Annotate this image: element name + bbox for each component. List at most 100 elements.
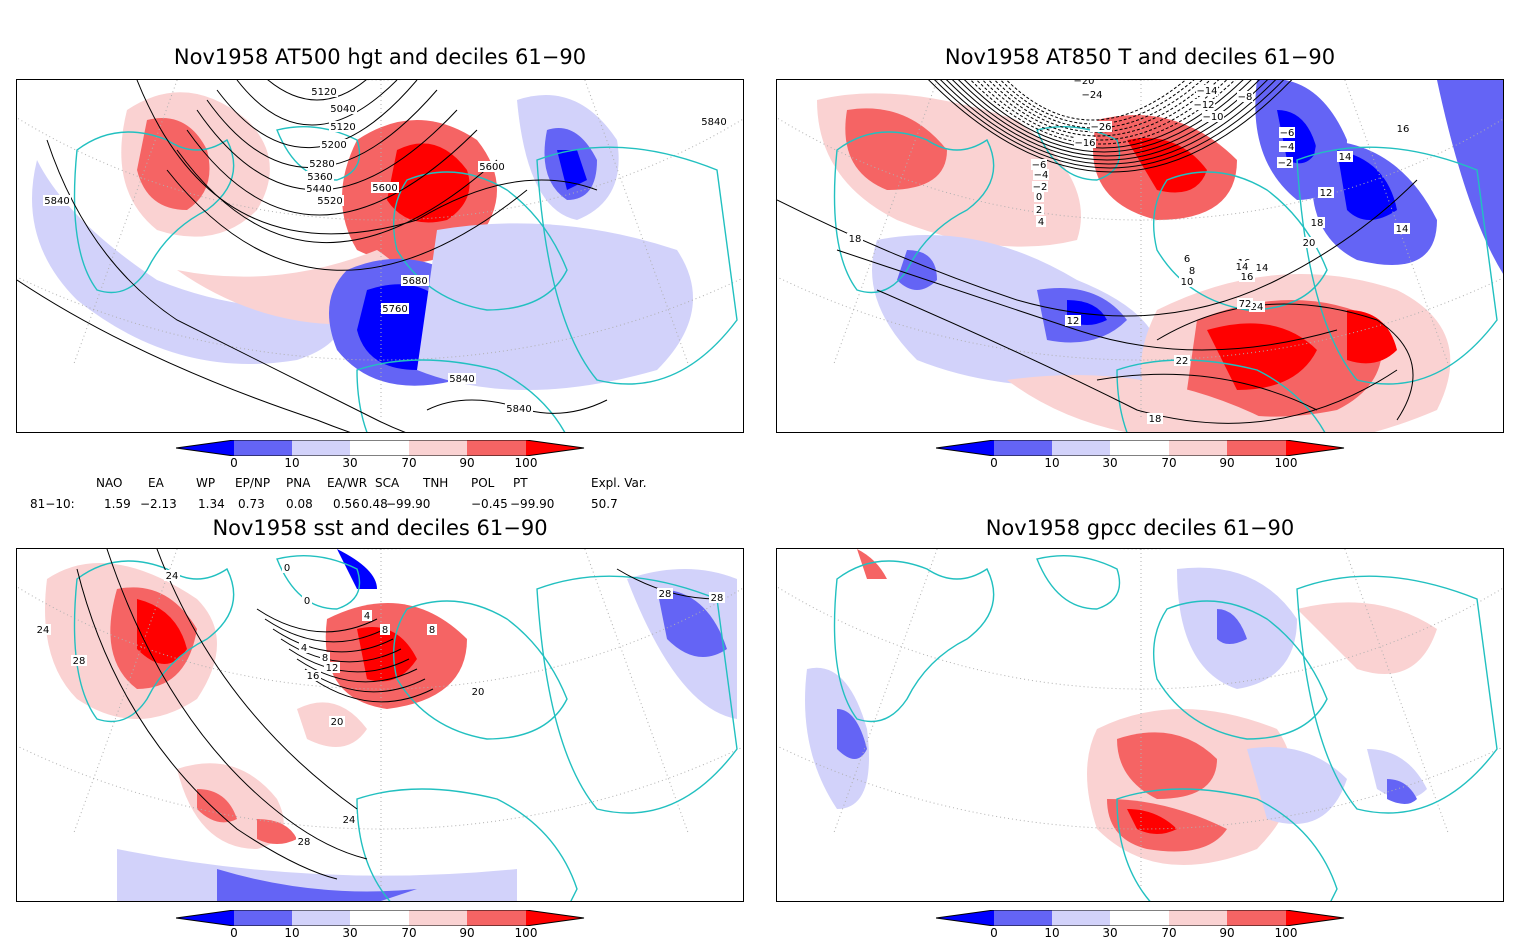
contour-line — [166, 169, 528, 271]
coastline-africa — [1116, 359, 1338, 432]
contour-label-bg — [1239, 271, 1255, 282]
contour-label: −2 — [1033, 182, 1048, 193]
contour-label-bg — [35, 624, 51, 635]
contour-label: −6 — [1032, 160, 1047, 171]
index-header: POL — [471, 476, 495, 490]
cbar-swatch — [1052, 440, 1110, 456]
colorbar-swatches — [175, 909, 585, 927]
contour-line — [76, 568, 338, 880]
coastline-europe — [392, 171, 568, 311]
contour-label: 8 — [382, 625, 388, 636]
cbar-swatch — [1227, 910, 1286, 926]
cbar-tick: 90 — [1219, 456, 1235, 470]
cbar-swatch — [1110, 440, 1169, 456]
contour-label-bg — [709, 592, 725, 603]
globe — [777, 549, 1503, 901]
contour-label: 24 — [166, 571, 179, 582]
contour-label: −14 — [1196, 86, 1217, 97]
contour-label-bg — [657, 588, 673, 599]
contour-label-bg — [1394, 223, 1410, 234]
cbar-swatch — [1169, 440, 1227, 456]
contour-label: 12 — [1067, 316, 1080, 327]
contour-label-bg — [1279, 127, 1295, 138]
contour-label: 8 — [1189, 266, 1195, 277]
colorbar-ticks: 0 10 30 70 90 100 — [176, 456, 596, 472]
contour-label: −4 — [1034, 170, 1049, 181]
contour-line — [236, 80, 398, 126]
contour-label: 72 — [1239, 299, 1252, 310]
contour-label: −12 — [1193, 100, 1214, 111]
cbar-tick: 90 — [1219, 926, 1235, 940]
index-value: 0.08 — [286, 497, 313, 511]
cbar-tick: 30 — [342, 456, 358, 470]
contour-line — [256, 80, 378, 101]
contour-line — [1156, 303, 1414, 421]
cbar-tick: 100 — [514, 456, 538, 470]
colorbar-swatches — [935, 909, 1345, 927]
coastline-greenland — [276, 126, 361, 181]
contour-label-bg — [1034, 191, 1044, 202]
map-panel-gpcc — [776, 548, 1504, 902]
contour-line — [136, 80, 598, 235]
cbar-arrow-high — [1286, 440, 1344, 456]
contour-label: 12 — [1320, 188, 1333, 199]
contour-line — [280, 638, 402, 663]
contour-label-bg — [341, 814, 357, 825]
isotherm-line — [936, 80, 1278, 161]
contour-label: 20 — [472, 687, 485, 698]
index-header: SCA — [375, 476, 400, 490]
contour-label-bg — [1182, 253, 1192, 264]
index-header: EP/NP — [235, 476, 271, 490]
cbar-arrow-low — [176, 910, 234, 926]
isotherm-line — [924, 80, 1294, 169]
contour-label-bg — [427, 624, 437, 635]
coastline-europe — [392, 600, 568, 740]
contour-line — [777, 179, 1418, 317]
index-row-label: 81−10: — [30, 497, 75, 511]
contour-label: 5120 — [311, 87, 336, 98]
contour-label-bg — [1337, 151, 1353, 162]
contour-label-bg — [847, 233, 863, 244]
isotherm-line — [984, 80, 1214, 129]
contour-label-bg — [316, 195, 344, 206]
cbar-tick: 10 — [1044, 456, 1060, 470]
contour-label-bg — [1074, 137, 1096, 148]
decile-area-positive — [845, 108, 947, 190]
cbar-tick: 70 — [401, 456, 417, 470]
decile-area-negative — [1247, 747, 1347, 824]
contour-label: 22 — [1176, 356, 1189, 367]
colorbar-gpcc: 0 10 30 70 90 100 — [935, 909, 1356, 942]
cbar-tick: 100 — [1274, 926, 1298, 940]
contour-label: 16 — [307, 671, 320, 682]
contour-label: 5600 — [479, 162, 504, 173]
contour-label-bg — [320, 139, 348, 150]
index-header: WP — [196, 476, 216, 490]
map-panel-sst: 24 28 24 0 0 4 8 12 16 20 24 28 28 28 20 4 8 8 — [16, 548, 744, 902]
isotherm-line — [966, 80, 1238, 141]
colorbar-ticks: 0 10 30 70 90 100 — [936, 926, 1356, 942]
cbar-swatch — [467, 440, 526, 456]
contour-label: 12 — [326, 663, 339, 674]
contour-label: 5600 — [372, 183, 397, 194]
contour-label-bg — [329, 103, 357, 114]
contour-label-bg — [1279, 141, 1295, 152]
coastline-asia — [1296, 146, 1498, 385]
contour-label-bg — [1174, 355, 1190, 366]
colorbar-hgt500: 0 10 30 70 90 100 — [175, 439, 596, 472]
cbar-tick: 0 — [990, 456, 998, 470]
contour-label: 4 — [1038, 217, 1044, 228]
decile-area-negative — [557, 150, 587, 190]
index-value: 50.7 — [591, 497, 618, 511]
contour-label: 8 — [322, 653, 328, 664]
contour-label: −24 — [1081, 90, 1102, 101]
cbar-arrow-high — [1286, 910, 1344, 926]
contour-label-bg — [380, 624, 390, 635]
cbar-swatch — [1169, 910, 1227, 926]
contour-label-bg — [1187, 265, 1197, 276]
contour-label: 4 — [301, 643, 307, 654]
contour-label: 18 — [1311, 218, 1324, 229]
contour-label-bg — [310, 86, 338, 97]
index-header: EA — [148, 476, 164, 490]
contour-label: −16 — [1074, 138, 1095, 149]
